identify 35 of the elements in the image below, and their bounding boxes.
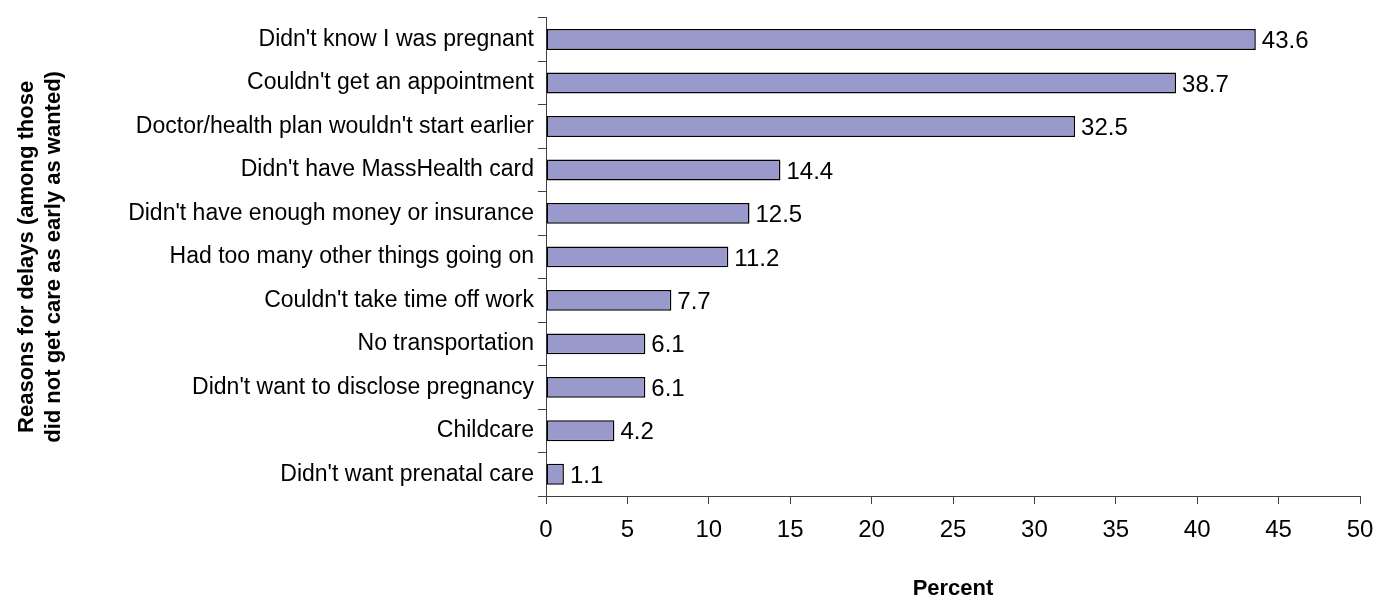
data-label: 12.5 [755, 200, 803, 228]
x-tick-label: 40 [1183, 515, 1211, 543]
y-tick-label: Doctor/health plan wouldn't start earlier [135, 111, 535, 138]
y-tick-label: Didn't know I was pregnant [258, 24, 535, 51]
x-tick-label: 25 [939, 515, 967, 543]
y-tick-label: Couldn't take time off work [264, 285, 535, 312]
data-label: 43.6 [1261, 26, 1309, 54]
y-tick-label: Didn't have MassHealth card [240, 155, 534, 182]
x-tick-label: 30 [1021, 515, 1048, 543]
data-label: 38.7 [1182, 69, 1229, 97]
x-tick-label: 45 [1265, 515, 1292, 543]
data-label: 11.2 [734, 243, 780, 271]
y-tick-label: Didn't want to disclose pregnancy [192, 372, 535, 399]
y-tick-label: No transportation [357, 329, 534, 356]
data-label: 6.1 [651, 330, 685, 358]
x-tick-label: 5 [620, 515, 635, 543]
x-tick-label: 15 [776, 515, 804, 543]
y-axis-title: Reasons for delays (among those did not get care as early as wanted) [13, 71, 65, 443]
x-tick-label: 10 [695, 515, 723, 543]
data-label: 4.2 [620, 417, 654, 445]
y-tick-label: Didn't want prenatal care [280, 459, 534, 486]
x-tick-label: 35 [1102, 515, 1130, 543]
x-tick-label: 20 [858, 515, 885, 543]
y-tick-label: Couldn't get an appointment [247, 68, 535, 95]
y-tick-label: Didn't have enough money or insurance [128, 198, 534, 225]
y-tick-label: Childcare [436, 416, 534, 443]
y-tick-label: Had too many other things going on [169, 242, 534, 269]
data-label: 6.1 [651, 373, 685, 401]
data-label: 1.1 [569, 460, 604, 488]
x-axis-title: Percent [912, 574, 995, 600]
data-label: 32.5 [1081, 113, 1128, 141]
x-tick-label: 0 [539, 515, 553, 543]
x-tick-label: 50 [1346, 515, 1374, 543]
data-label: 7.7 [677, 287, 711, 314]
data-label: 14.4 [786, 156, 834, 184]
